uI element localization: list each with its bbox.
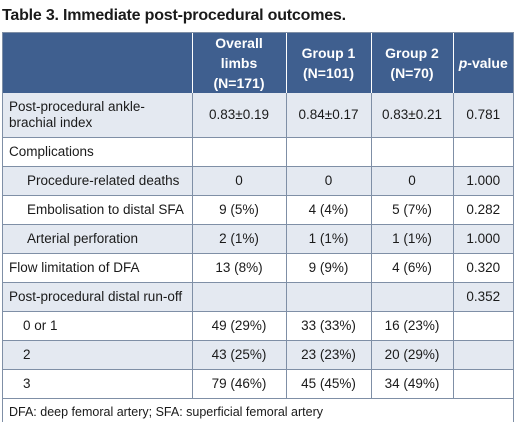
cell-group1: 0 [286, 166, 372, 196]
row-label: Procedure-related deaths [3, 166, 193, 196]
cell-p-value: 0.781 [453, 93, 513, 138]
cell-overall: 43 (25%) [192, 340, 287, 370]
cell-overall [192, 282, 287, 312]
header-overall-limbs: Overall limbs (N=171) [192, 33, 287, 93]
row-label: Complications [3, 137, 193, 167]
row-label: 3 [3, 369, 193, 399]
row-label: Flow limitation of DFA [3, 253, 193, 283]
cell-p-value: 0.320 [453, 253, 513, 283]
header-p-rest: -value [467, 55, 508, 71]
row-label: Arterial perforation [3, 224, 193, 254]
table-row: Complications [3, 137, 513, 167]
row-label: 0 or 1 [3, 311, 193, 341]
cell-group1: 45 (45%) [286, 369, 372, 399]
header-row: Overall limbs (N=171) Group 1 (N=101) Gr… [3, 33, 513, 93]
header-overall-title: Overall limbs [215, 35, 263, 71]
cell-p-value [453, 369, 513, 399]
cell-overall: 2 (1%) [192, 224, 287, 254]
cell-group1: 1 (1%) [286, 224, 372, 254]
header-group2-title: Group 2 [385, 45, 439, 61]
cell-group2: 5 (7%) [371, 195, 454, 225]
footnote-row: DFA: deep femoral artery; SFA: superfici… [3, 398, 513, 425]
cell-group1: 4 (4%) [286, 195, 372, 225]
header-overall-n: (N=171) [213, 75, 265, 91]
outcomes-table: Overall limbs (N=171) Group 1 (N=101) Gr… [3, 33, 513, 425]
table-row: Arterial perforation 2 (1%) 1 (1%) 1 (1%… [3, 224, 513, 254]
cell-p-value: 1.000 [453, 166, 513, 196]
header-blank [3, 33, 193, 93]
cell-group1: 9 (9%) [286, 253, 372, 283]
cell-group1 [286, 282, 372, 312]
cell-overall [192, 137, 287, 167]
cell-p-value [453, 311, 513, 341]
cell-group2: 0 [371, 166, 454, 196]
header-group2-n: (N=70) [390, 65, 434, 81]
table-row: Embolisation to distal SFA 9 (5%) 4 (4%)… [3, 195, 513, 225]
row-label: Post-procedural distal run-off [3, 282, 193, 312]
row-label: 2 [3, 340, 193, 370]
cell-overall: 79 (46%) [192, 369, 287, 399]
row-label: Embolisation to distal SFA [3, 195, 193, 225]
table-row: Flow limitation of DFA 13 (8%) 9 (9%) 4 … [3, 253, 513, 283]
header-group-1: Group 1 (N=101) [286, 33, 372, 93]
cell-group2: 1 (1%) [371, 224, 454, 254]
table-row: 0 or 1 49 (29%) 33 (33%) 16 (23%) [3, 311, 513, 341]
cell-group2 [371, 282, 454, 312]
table-row: 2 43 (25%) 23 (23%) 20 (29%) [3, 340, 513, 370]
cell-group2: 4 (6%) [371, 253, 454, 283]
table-caption: Table 3. Immediate post-procedural outco… [2, 7, 346, 24]
header-group1-n: (N=101) [303, 65, 354, 81]
cell-p-value: 0.282 [453, 195, 513, 225]
cell-p-value [453, 340, 513, 370]
cell-group2: 0.83±0.21 [371, 93, 454, 138]
table-row: Post-procedural distal run-off 0.352 [3, 282, 513, 312]
cell-group1: 33 (33%) [286, 311, 372, 341]
cell-p-value [453, 137, 513, 167]
cell-overall: 13 (8%) [192, 253, 287, 283]
header-group-2: Group 2 (N=70) [371, 33, 454, 93]
table-row: Procedure-related deaths 0 0 0 1.000 [3, 166, 513, 196]
row-label: Post-procedural ankle-brachial index [3, 93, 193, 138]
header-p-italic: p [458, 55, 468, 71]
cell-p-value: 1.000 [453, 224, 513, 254]
cell-overall: 0.83±0.19 [192, 93, 287, 138]
cell-group1 [286, 137, 372, 167]
header-group1-title: Group 1 [301, 45, 356, 61]
cell-p-value: 0.352 [453, 282, 513, 312]
cell-overall: 0 [192, 166, 287, 196]
cell-group2: 20 (29%) [371, 340, 454, 370]
cell-overall: 9 (5%) [192, 195, 287, 225]
cell-group1: 23 (23%) [286, 340, 372, 370]
header-p-value: p-value [453, 33, 513, 93]
cell-overall: 49 (29%) [192, 311, 287, 341]
cell-group2 [371, 137, 454, 167]
outcomes-table-container: Overall limbs (N=171) Group 1 (N=101) Gr… [2, 32, 514, 425]
table-footnote: DFA: deep femoral artery; SFA: superfici… [3, 398, 513, 425]
table-row: 3 79 (46%) 45 (45%) 34 (49%) [3, 369, 513, 399]
cell-group2: 34 (49%) [371, 369, 454, 399]
cell-group2: 16 (23%) [371, 311, 454, 341]
table-row: Post-procedural ankle-brachial index 0.8… [3, 93, 513, 138]
cell-group1: 0.84±0.17 [286, 93, 372, 138]
